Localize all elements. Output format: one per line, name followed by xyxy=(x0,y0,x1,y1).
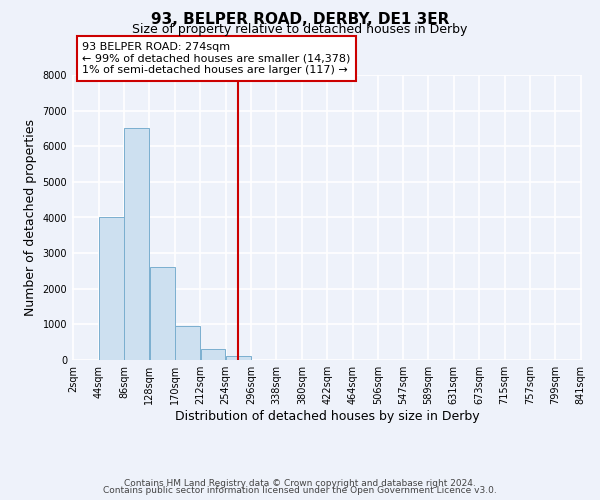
Bar xyxy=(149,268,175,360)
Text: 93 BELPER ROAD: 274sqm
← 99% of detached houses are smaller (14,378)
1% of semi-: 93 BELPER ROAD: 274sqm ← 99% of detached… xyxy=(82,42,350,75)
X-axis label: Distribution of detached houses by size in Derby: Distribution of detached houses by size … xyxy=(175,410,479,423)
Text: Contains public sector information licensed under the Open Government Licence v3: Contains public sector information licen… xyxy=(103,486,497,495)
Bar xyxy=(226,356,251,360)
Text: 93, BELPER ROAD, DERBY, DE1 3ER: 93, BELPER ROAD, DERBY, DE1 3ER xyxy=(151,12,449,28)
Bar xyxy=(200,348,226,360)
Bar xyxy=(99,218,124,360)
Text: Contains HM Land Registry data © Crown copyright and database right 2024.: Contains HM Land Registry data © Crown c… xyxy=(124,478,476,488)
Y-axis label: Number of detached properties: Number of detached properties xyxy=(24,119,37,316)
Bar xyxy=(124,128,149,360)
Bar xyxy=(175,326,200,360)
Text: Size of property relative to detached houses in Derby: Size of property relative to detached ho… xyxy=(133,22,467,36)
